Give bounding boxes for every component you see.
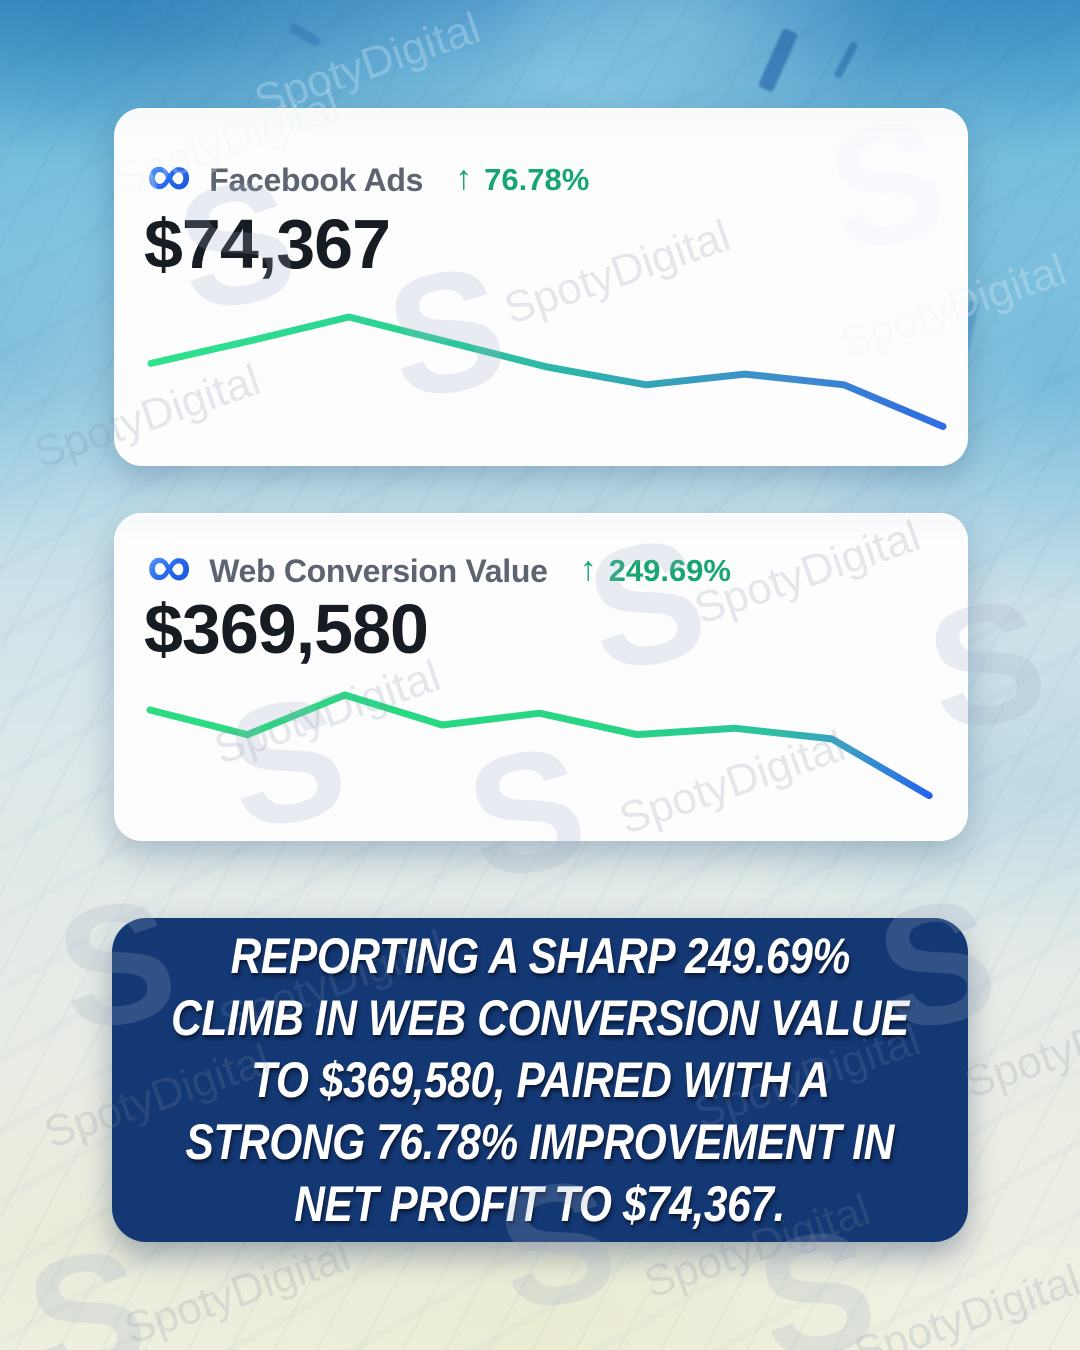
metric-label: Web Conversion Value xyxy=(209,552,548,589)
trend-up-arrow-icon: ↑ xyxy=(455,158,473,197)
trend-percentage: 249.69% xyxy=(608,553,731,588)
caption-line: STRONG 76.78% IMPROVEMENT IN xyxy=(185,1114,895,1170)
metric-label: Facebook Ads xyxy=(209,161,424,198)
meta-logo-icon: ∞ xyxy=(147,141,192,210)
sparkline-path xyxy=(146,691,933,800)
sparkline-path xyxy=(147,313,947,430)
metric-card-facebook-ads: ∞ Facebook Ads ↑ 76.78% $74,367 xyxy=(114,108,968,466)
card-header: ∞ Web Conversion Value ↑ 249.69% xyxy=(147,532,731,601)
trend-percentage: 76.78% xyxy=(484,162,590,197)
trend-up-arrow-icon: ↑ xyxy=(579,549,597,588)
sparkline-chart-facebook-ads xyxy=(147,313,947,430)
metric-value: $74,367 xyxy=(144,205,391,283)
caption-line: CLIMB IN WEB CONVERSION VALUE xyxy=(171,990,909,1046)
meta-logo-icon: ∞ xyxy=(147,532,192,601)
card-header: ∞ Facebook Ads ↑ 76.78% xyxy=(147,141,590,210)
caption-line: REPORTING A SHARP 249.69% xyxy=(230,928,850,984)
sparkline-chart-web-conversion-value xyxy=(146,691,933,800)
metric-value: $369,580 xyxy=(144,590,429,668)
caption-line: NET PROFIT TO $74,367. xyxy=(294,1176,786,1232)
caption-box: REPORTING A SHARP 249.69% CLIMB IN WEB C… xyxy=(112,918,968,1242)
metric-card-web-conversion-value: ∞ Web Conversion Value ↑ 249.69% $369,58… xyxy=(114,513,968,841)
caption-line: TO $369,580, PAIRED WITH A xyxy=(250,1052,830,1108)
